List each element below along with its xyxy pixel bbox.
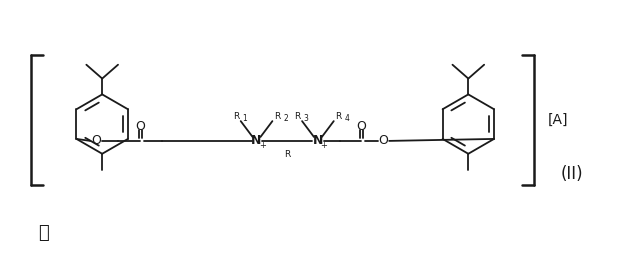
Text: 或: 或 — [38, 224, 49, 242]
Text: N: N — [313, 134, 323, 147]
Text: N: N — [252, 134, 262, 147]
Text: O: O — [357, 120, 366, 133]
Text: +: + — [259, 141, 266, 150]
Text: O: O — [378, 134, 388, 147]
Text: R: R — [336, 112, 342, 121]
Text: R: R — [232, 112, 239, 121]
Text: 4: 4 — [345, 114, 350, 123]
Text: [A]: [A] — [548, 113, 569, 127]
Text: 2: 2 — [283, 114, 288, 123]
Text: O: O — [91, 134, 101, 147]
Text: R: R — [274, 112, 281, 121]
Text: R: R — [284, 150, 290, 159]
Text: +: + — [320, 141, 328, 150]
Text: 1: 1 — [242, 114, 247, 123]
Text: R: R — [294, 112, 300, 121]
Text: (II): (II) — [561, 164, 583, 183]
Text: O: O — [135, 120, 145, 133]
Text: 3: 3 — [303, 114, 308, 123]
